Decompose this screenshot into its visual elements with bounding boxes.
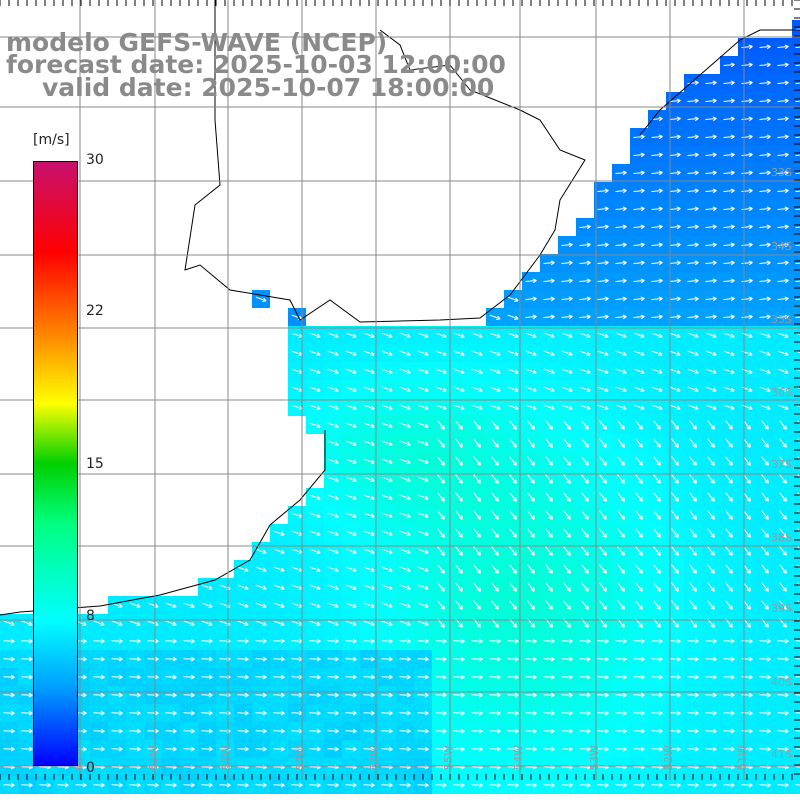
title-valid-date: valid date: 2025-10-07 18:00:00 (42, 75, 494, 100)
colorbar-unit: [m/s] (33, 132, 70, 148)
colorbar-tick-8: 8 (86, 608, 95, 624)
longitude-label: 58W (220, 745, 233, 770)
wind-cell (792, 398, 800, 416)
ocean-field (0, 20, 800, 794)
longitude-label: 59W (147, 745, 160, 770)
wind-cell (792, 470, 800, 488)
wind-cell (792, 578, 800, 596)
wind-cell (792, 452, 800, 470)
wind-cell (792, 506, 800, 524)
longitude-label: 54W (512, 745, 525, 770)
wind-cell (792, 416, 800, 434)
wind-cell (792, 542, 800, 560)
wind-cell (792, 596, 800, 614)
longitude-label: 52W (662, 745, 675, 770)
wind-cell (792, 560, 800, 578)
wind-cell (792, 362, 800, 380)
colorbar-tick-22: 22 (86, 303, 104, 319)
wind-cell (792, 524, 800, 542)
wind-cell (792, 614, 800, 632)
wind-cell (792, 326, 800, 344)
colorbar-tick-30: 30 (86, 152, 104, 168)
latitude-label: 39S (771, 602, 792, 615)
longitude-label: 56W (368, 745, 381, 770)
wind-cell (792, 434, 800, 452)
latitude-label: 33S (771, 166, 792, 179)
latitude-label: 38S (771, 531, 792, 544)
colorbar (33, 161, 78, 766)
wind-cell (792, 344, 800, 362)
longitude-label: 53W (588, 745, 601, 770)
longitude-label: 55W (442, 745, 455, 770)
latitude-label: 40S (771, 676, 792, 689)
longitude-label: 51W (736, 745, 749, 770)
latitude-label: 41S (771, 748, 792, 761)
longitude-label: 57W (294, 745, 307, 770)
colorbar-tick-15: 15 (86, 456, 104, 472)
wind-cell (792, 488, 800, 506)
latitude-label: 34S (771, 240, 792, 253)
wind-cell (792, 380, 800, 398)
latitude-label: 36S (771, 386, 792, 399)
colorbar-tick-0: 0 (86, 760, 95, 776)
latitude-label: 35S (771, 313, 792, 326)
latitude-label: 37S (771, 458, 792, 471)
